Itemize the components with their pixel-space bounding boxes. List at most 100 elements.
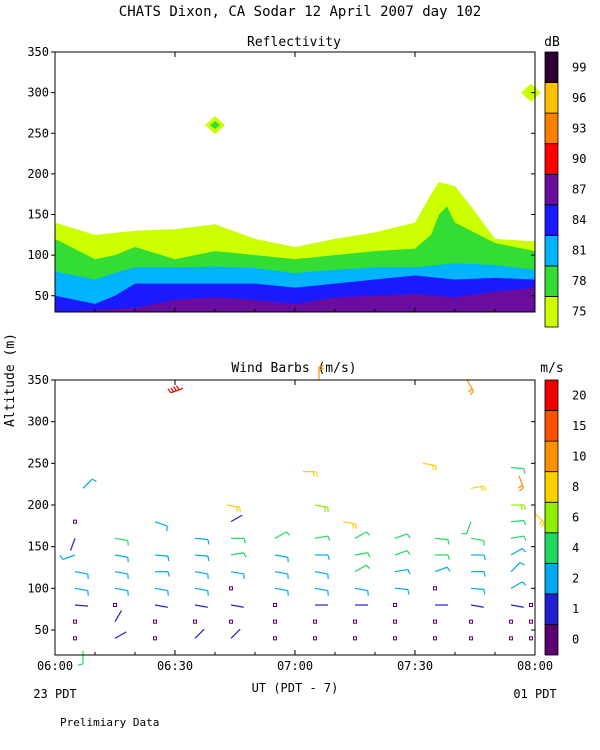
wind-barb	[510, 561, 525, 573]
wind-ytick-label: 300	[27, 415, 49, 429]
wind-barb-feather	[167, 571, 170, 577]
wind-barb	[114, 571, 129, 579]
wind-barb	[69, 538, 76, 551]
wind-barb	[273, 619, 277, 624]
wind-calm-marker	[393, 619, 397, 624]
wind-calm-marker	[433, 586, 437, 591]
refl-colorbar-segment	[544, 82, 559, 114]
wind-barb	[510, 466, 526, 474]
wind-barb-staff	[114, 571, 128, 575]
wind-barb-staff	[194, 554, 209, 557]
windbarb-colorbar-unit: m/s	[540, 361, 563, 376]
wind-barb-staff	[314, 571, 328, 575]
wind-barb-staff	[154, 554, 169, 557]
wind-barb-feather	[207, 556, 210, 562]
wind-calm-marker	[509, 636, 513, 641]
wind-barb	[74, 604, 89, 607]
wind-barb	[434, 537, 450, 545]
wind-barb-staff	[62, 554, 76, 561]
wind-barb-feather	[318, 368, 324, 371]
wind-barb	[529, 619, 533, 624]
refl-ytick-label: 100	[27, 248, 49, 262]
wind-barb	[313, 619, 317, 624]
wind-barb	[113, 603, 117, 607]
wind-calm-marker	[529, 603, 533, 607]
wind-barb-feather	[517, 484, 523, 489]
refl-colorbar-segment	[544, 204, 559, 236]
wind-barb	[194, 604, 208, 608]
wind-barb	[435, 554, 450, 560]
wind-ytick-label: 200	[27, 498, 49, 512]
wind-barb	[314, 587, 329, 596]
wind-barb	[470, 537, 485, 546]
wind-barb-staff	[114, 587, 128, 592]
wind-xtick-label: 08:00	[517, 659, 553, 673]
wind-barb	[318, 365, 324, 380]
wind-barb	[194, 571, 209, 579]
wind-barb-staff	[394, 587, 409, 591]
wind-colorbar-label: 0	[572, 633, 579, 647]
wind-barb-feather	[469, 390, 474, 396]
wind-barb-staff	[314, 535, 328, 539]
refl-ytick-label: 150	[27, 208, 49, 222]
reflectivity-title: Reflectivity	[247, 35, 341, 50]
wind-barb	[510, 519, 527, 526]
wind-barb	[529, 636, 533, 641]
wind-barb-staff	[230, 552, 244, 556]
wind-barb-feather	[173, 386, 177, 392]
wind-barb-staff	[230, 571, 244, 575]
wind-barb	[154, 554, 170, 562]
wind-barb-staff	[74, 587, 88, 592]
wind-calm-marker	[273, 619, 277, 624]
wind-barb-staff	[74, 604, 89, 607]
refl-ytick-label: 300	[27, 86, 49, 100]
wind-barb-staff	[470, 604, 484, 608]
wind-calm-marker	[529, 619, 533, 624]
wind-barb	[153, 619, 157, 624]
wind-barb-staff	[394, 568, 408, 573]
x-axis-label: UT (PDT - 7)	[252, 681, 339, 695]
wind-barb-feather	[327, 554, 330, 560]
wind-barb	[229, 586, 233, 591]
wind-barb-feather	[541, 522, 545, 528]
wind-barb-feather	[519, 561, 525, 566]
wind-colorbar-label: 15	[572, 419, 586, 433]
wind-barb-feather	[367, 552, 371, 558]
wind-barb	[394, 587, 410, 595]
wind-barb	[393, 636, 397, 641]
figure-title: CHATS Dixon, CA Sodar 12 April 2007 day …	[119, 4, 481, 20]
wind-barb-feather	[78, 663, 84, 666]
wind-barb-staff	[114, 610, 123, 622]
wind-barb	[273, 636, 277, 641]
wind-barb-feather	[327, 535, 331, 541]
wind-colorbar-segment	[544, 624, 559, 656]
wind-barb-staff	[114, 554, 128, 558]
wind-barb-feather	[406, 533, 411, 539]
wind-barb	[466, 379, 475, 396]
wind-barb	[471, 554, 486, 560]
wind-calm-marker	[433, 636, 437, 641]
wind-barb-feather	[207, 539, 210, 545]
wind-barb-staff	[194, 628, 205, 639]
wind-barb	[114, 610, 123, 622]
wind-colorbar-segment	[544, 471, 559, 503]
wind-barb	[230, 552, 247, 558]
refl-colorbar-label: 84	[572, 213, 586, 227]
wind-barb	[194, 628, 205, 639]
wind-barb	[353, 636, 357, 641]
wind-barb-feather	[91, 478, 97, 483]
wind-barb-feather	[312, 471, 315, 477]
wind-calm-marker	[273, 603, 277, 607]
wind-colorbar-label: 6	[572, 511, 579, 525]
wind-colorbar-label: 4	[572, 541, 579, 555]
wind-barb	[433, 636, 437, 641]
wind-calm-marker	[153, 619, 157, 624]
refl-colorbar-label: 93	[572, 121, 586, 135]
wind-barb-staff	[230, 604, 244, 608]
wind-barb-staff	[274, 587, 288, 592]
wind-barb	[314, 504, 329, 513]
wind-barb	[394, 568, 411, 575]
wind-barb-staff	[154, 587, 168, 592]
wind-barb	[194, 587, 209, 596]
